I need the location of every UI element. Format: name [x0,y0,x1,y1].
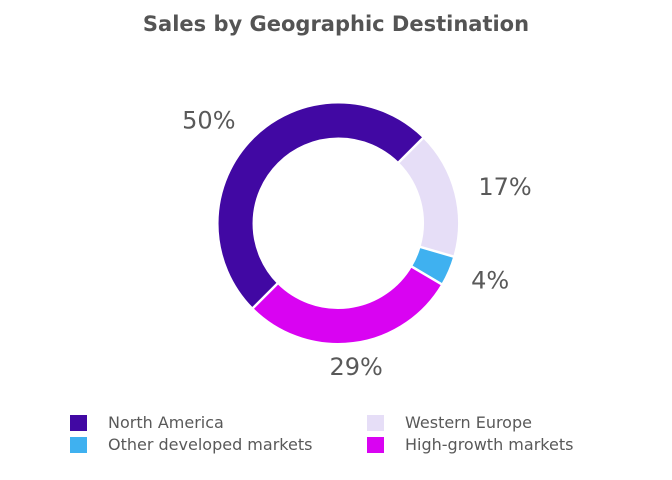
slice-separator [409,264,444,287]
legend: North America Western Europe Other develop… [70,415,573,453]
legend-item-other-developed-markets: Other developed markets [70,437,367,453]
slice-percent-other-developed-markets: 4% [471,267,509,295]
slice-percent-high-growth-markets: 29% [330,353,383,381]
donut-slice-other-developed-markets [411,246,454,285]
legend-item-high-growth-markets: High-growth markets [367,437,573,453]
legend-swatch-north-america [70,415,87,431]
slice-percent-north-america: 50% [182,107,235,135]
slice-separator [418,245,456,259]
legend-item-western-europe: Western Europe [367,415,573,431]
legend-swatch-other-developed-markets [70,437,87,453]
slice-percent-western-europe: 17% [478,173,531,201]
slice-separator [396,135,426,165]
legend-item-north-america: North America [70,415,367,431]
legend-label-north-america: North America [108,413,224,432]
slice-separator [250,281,280,311]
chart-title: Sales by Geographic Destination [142,12,530,36]
legend-label-western-europe: Western Europe [405,413,532,432]
legend-label-high-growth-markets: High-growth markets [405,435,574,454]
donut-slice-western-europe [398,138,458,257]
donut-slice-high-growth-markets [253,266,442,343]
legend-swatch-western-europe [367,415,384,431]
donut-slice-north-america [218,103,423,308]
legend-swatch-high-growth-markets [367,437,384,453]
legend-label-other-developed-markets: Other developed markets [108,435,313,454]
